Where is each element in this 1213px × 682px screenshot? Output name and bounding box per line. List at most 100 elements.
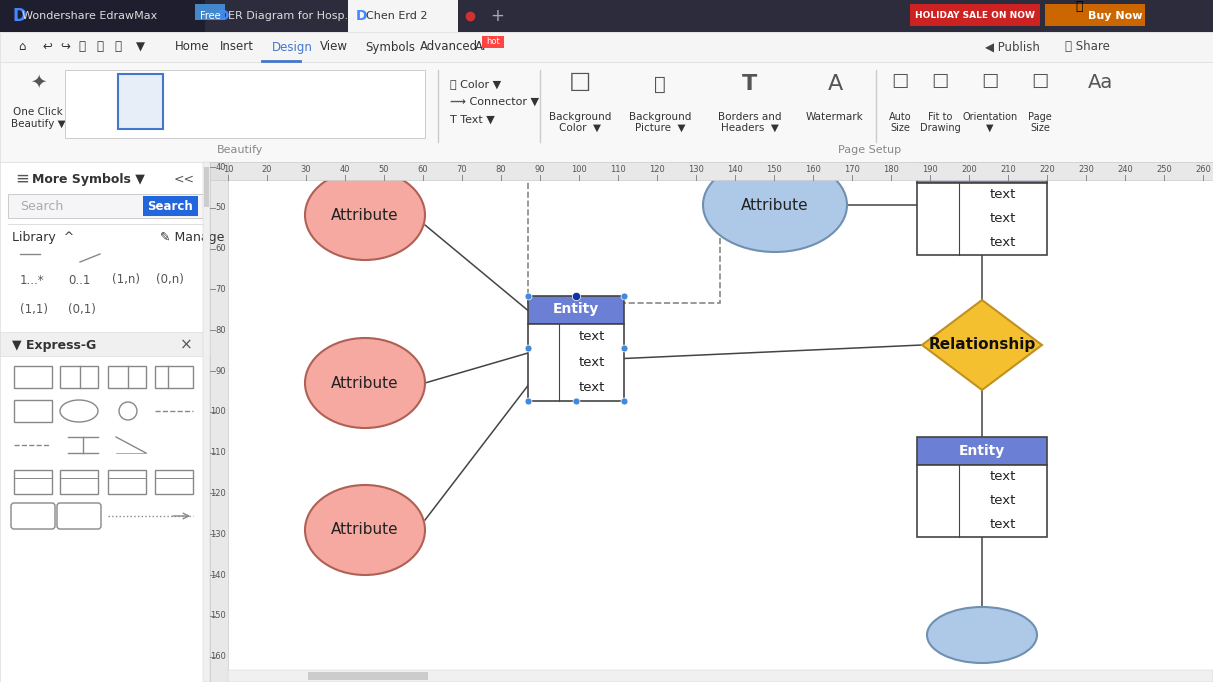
Text: (1,1): (1,1)	[19, 303, 49, 316]
Bar	[917, 437, 1047, 465]
Text: 220: 220	[1040, 166, 1055, 175]
Text: <<: <<	[173, 173, 195, 186]
Bar	[528, 165, 721, 303]
Bar	[308, 672, 428, 680]
Text: ☐: ☐	[1031, 72, 1049, 91]
Text: 120: 120	[210, 489, 226, 498]
Polygon shape	[922, 300, 1042, 390]
Text: AI: AI	[475, 40, 486, 53]
Bar	[8, 194, 203, 218]
Text: text: text	[990, 471, 1016, 484]
Bar	[528, 323, 623, 400]
Text: 70: 70	[456, 166, 467, 175]
Bar	[0, 32, 1213, 62]
Bar	[15, 400, 52, 422]
Text: 30: 30	[301, 166, 312, 175]
Bar	[0, 162, 210, 682]
Bar	[348, 0, 459, 32]
Bar	[0, 332, 210, 356]
Ellipse shape	[704, 158, 847, 252]
Text: ▼: ▼	[136, 40, 146, 53]
Text: ◀ Publish: ◀ Publish	[985, 40, 1040, 53]
Bar	[15, 366, 52, 388]
Text: 90: 90	[216, 366, 226, 376]
Text: ✎ Manage: ✎ Manage	[160, 231, 224, 243]
Text: ✦: ✦	[30, 72, 46, 91]
Text: Orientation: Orientation	[962, 112, 1018, 122]
Bar	[228, 162, 1213, 682]
Text: ↩: ↩	[42, 40, 52, 53]
Bar	[528, 295, 623, 323]
Bar	[0, 62, 1213, 162]
Bar	[108, 470, 146, 494]
Bar	[210, 162, 228, 682]
Bar	[917, 155, 1047, 183]
Text: T: T	[742, 74, 758, 94]
Text: Entity: Entity	[553, 303, 599, 316]
Text: ER Diagram for Hosp...: ER Diagram for Hosp...	[228, 11, 355, 21]
Text: 40: 40	[340, 166, 351, 175]
Text: 200: 200	[961, 166, 976, 175]
Text: HOLIDAY SALE ON NOW: HOLIDAY SALE ON NOW	[915, 12, 1035, 20]
Text: Aa: Aa	[1087, 72, 1112, 91]
Text: 📤: 📤	[114, 40, 121, 53]
Bar	[155, 470, 193, 494]
Bar	[910, 4, 1040, 26]
Text: Chen Erd 2: Chen Erd 2	[366, 11, 427, 21]
Text: 250: 250	[1156, 166, 1172, 175]
Text: 80: 80	[496, 166, 506, 175]
Text: (0,1): (0,1)	[68, 303, 96, 316]
Text: Insert: Insert	[220, 40, 254, 53]
Text: text: text	[990, 494, 1016, 507]
Text: View: View	[320, 40, 348, 53]
Text: ☐: ☐	[981, 72, 998, 91]
Text: Free: Free	[200, 11, 221, 21]
Text: 130: 130	[688, 166, 704, 175]
Text: Advanced: Advanced	[420, 40, 478, 53]
Ellipse shape	[927, 607, 1037, 663]
Text: 160: 160	[210, 652, 226, 661]
Text: text: text	[579, 330, 604, 343]
Text: text: text	[579, 381, 604, 394]
Text: 40: 40	[216, 162, 226, 171]
Text: D: D	[355, 9, 368, 23]
Bar	[0, 0, 205, 32]
Text: 150: 150	[767, 166, 782, 175]
Text: ▼ Express-G: ▼ Express-G	[12, 338, 96, 351]
Text: Picture  ▼: Picture ▼	[634, 123, 685, 133]
Bar	[228, 670, 1213, 682]
Text: Page Setup: Page Setup	[838, 145, 901, 155]
Text: +: +	[490, 7, 503, 25]
Text: ☐: ☐	[932, 72, 949, 91]
Text: Page: Page	[1029, 112, 1052, 122]
Text: text: text	[990, 213, 1016, 226]
Text: 60: 60	[417, 166, 428, 175]
Text: D: D	[12, 7, 25, 25]
Text: Drawing: Drawing	[919, 123, 961, 133]
Text: 260: 260	[1195, 166, 1211, 175]
Text: 190: 190	[922, 166, 938, 175]
Bar	[108, 366, 146, 388]
Bar	[195, 4, 224, 20]
Text: Attribute: Attribute	[331, 207, 399, 222]
Bar	[203, 162, 210, 682]
Bar	[143, 196, 198, 216]
Text: ⌂: ⌂	[18, 40, 25, 53]
Text: 210: 210	[1001, 166, 1015, 175]
Text: 🔗 Share: 🔗 Share	[1065, 40, 1110, 53]
Bar	[1046, 4, 1145, 26]
Bar	[118, 74, 163, 129]
Text: ☐: ☐	[892, 72, 909, 91]
Text: Buy Now: Buy Now	[1088, 11, 1143, 21]
Bar	[66, 70, 425, 138]
Text: One Click: One Click	[13, 107, 63, 117]
Text: Background: Background	[548, 112, 611, 122]
Text: text: text	[579, 355, 604, 368]
Text: 🖼: 🖼	[654, 74, 666, 93]
Text: Beautify ▼: Beautify ▼	[11, 119, 66, 129]
Text: 20: 20	[262, 166, 272, 175]
Text: More Symbols ▼: More Symbols ▼	[32, 173, 144, 186]
Text: Design: Design	[272, 40, 313, 53]
Text: Color  ▼: Color ▼	[559, 123, 600, 133]
Text: 🎨 Color ▼: 🎨 Color ▼	[450, 79, 501, 89]
